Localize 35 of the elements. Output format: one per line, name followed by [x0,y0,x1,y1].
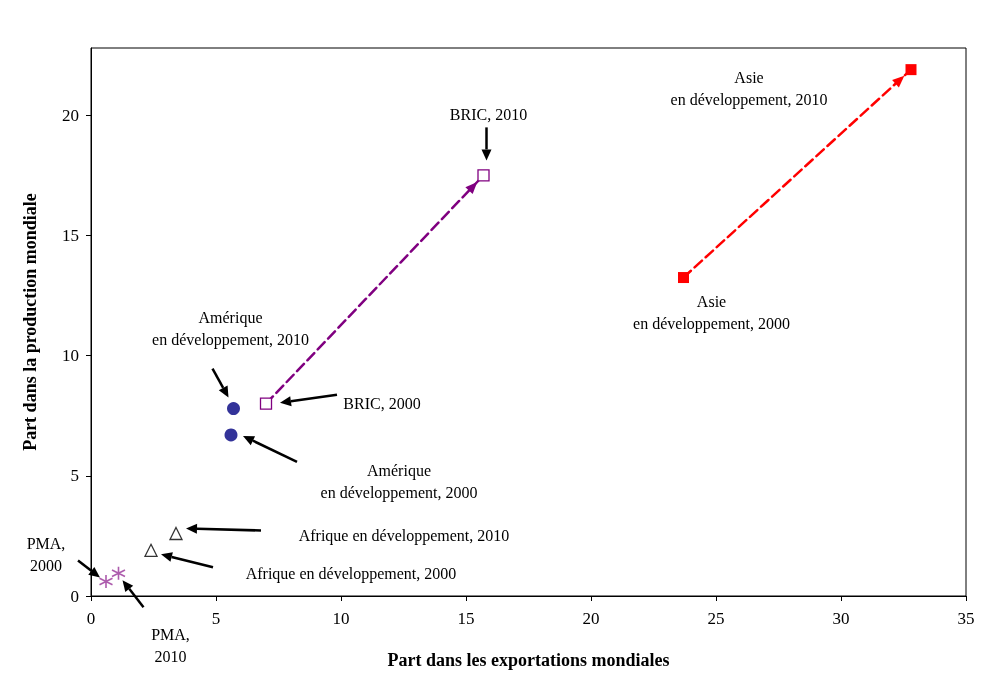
x-tick-label: 10 [332,609,350,628]
annotation: Amérique en développement, 2000 [320,462,478,503]
x-tick-label: 30 [832,609,850,628]
point [259,397,273,410]
point [224,428,238,442]
annotation: Asie en développement, 2000 [633,293,790,334]
point [169,526,183,541]
point [678,272,689,284]
x-tick-label: 25 [707,609,725,628]
x-tick-label: 20 [582,609,600,628]
point [144,543,158,557]
annotation: Asie en développement, 2010 [670,69,828,110]
annotation: Amérique en développement, 2010 [152,309,309,350]
x-tick-label: 0 [86,609,96,628]
point [477,169,490,182]
point [227,402,240,416]
x-tick-label: 15 [457,609,475,628]
x-axis-title: Part dans les exportations mondiales [387,650,670,670]
x-tick-label: 5 [211,609,221,628]
y-axis-title: Part dans la production mondiale [20,193,40,451]
y-tick-label: 5 [70,466,79,486]
y-tick-label: 20 [62,105,79,125]
annotation: BRIC, 2010 [449,105,528,123]
point [111,565,126,581]
text: PMA, 2010 [151,625,190,665]
point [98,574,114,589]
point [905,64,917,76]
annotation: Afrique en développement, 2000 [245,564,457,583]
text: PMA, 2000 [26,535,66,575]
y-tick-label: 15 [62,225,79,245]
annotation: BRIC, 2000 [343,395,421,413]
y-tick-label: 10 [62,346,79,366]
annotation: Afrique en développement, 2010 [298,527,510,546]
y-tick-label: 0 [70,586,79,606]
x-tick-label: 35 [957,609,975,628]
